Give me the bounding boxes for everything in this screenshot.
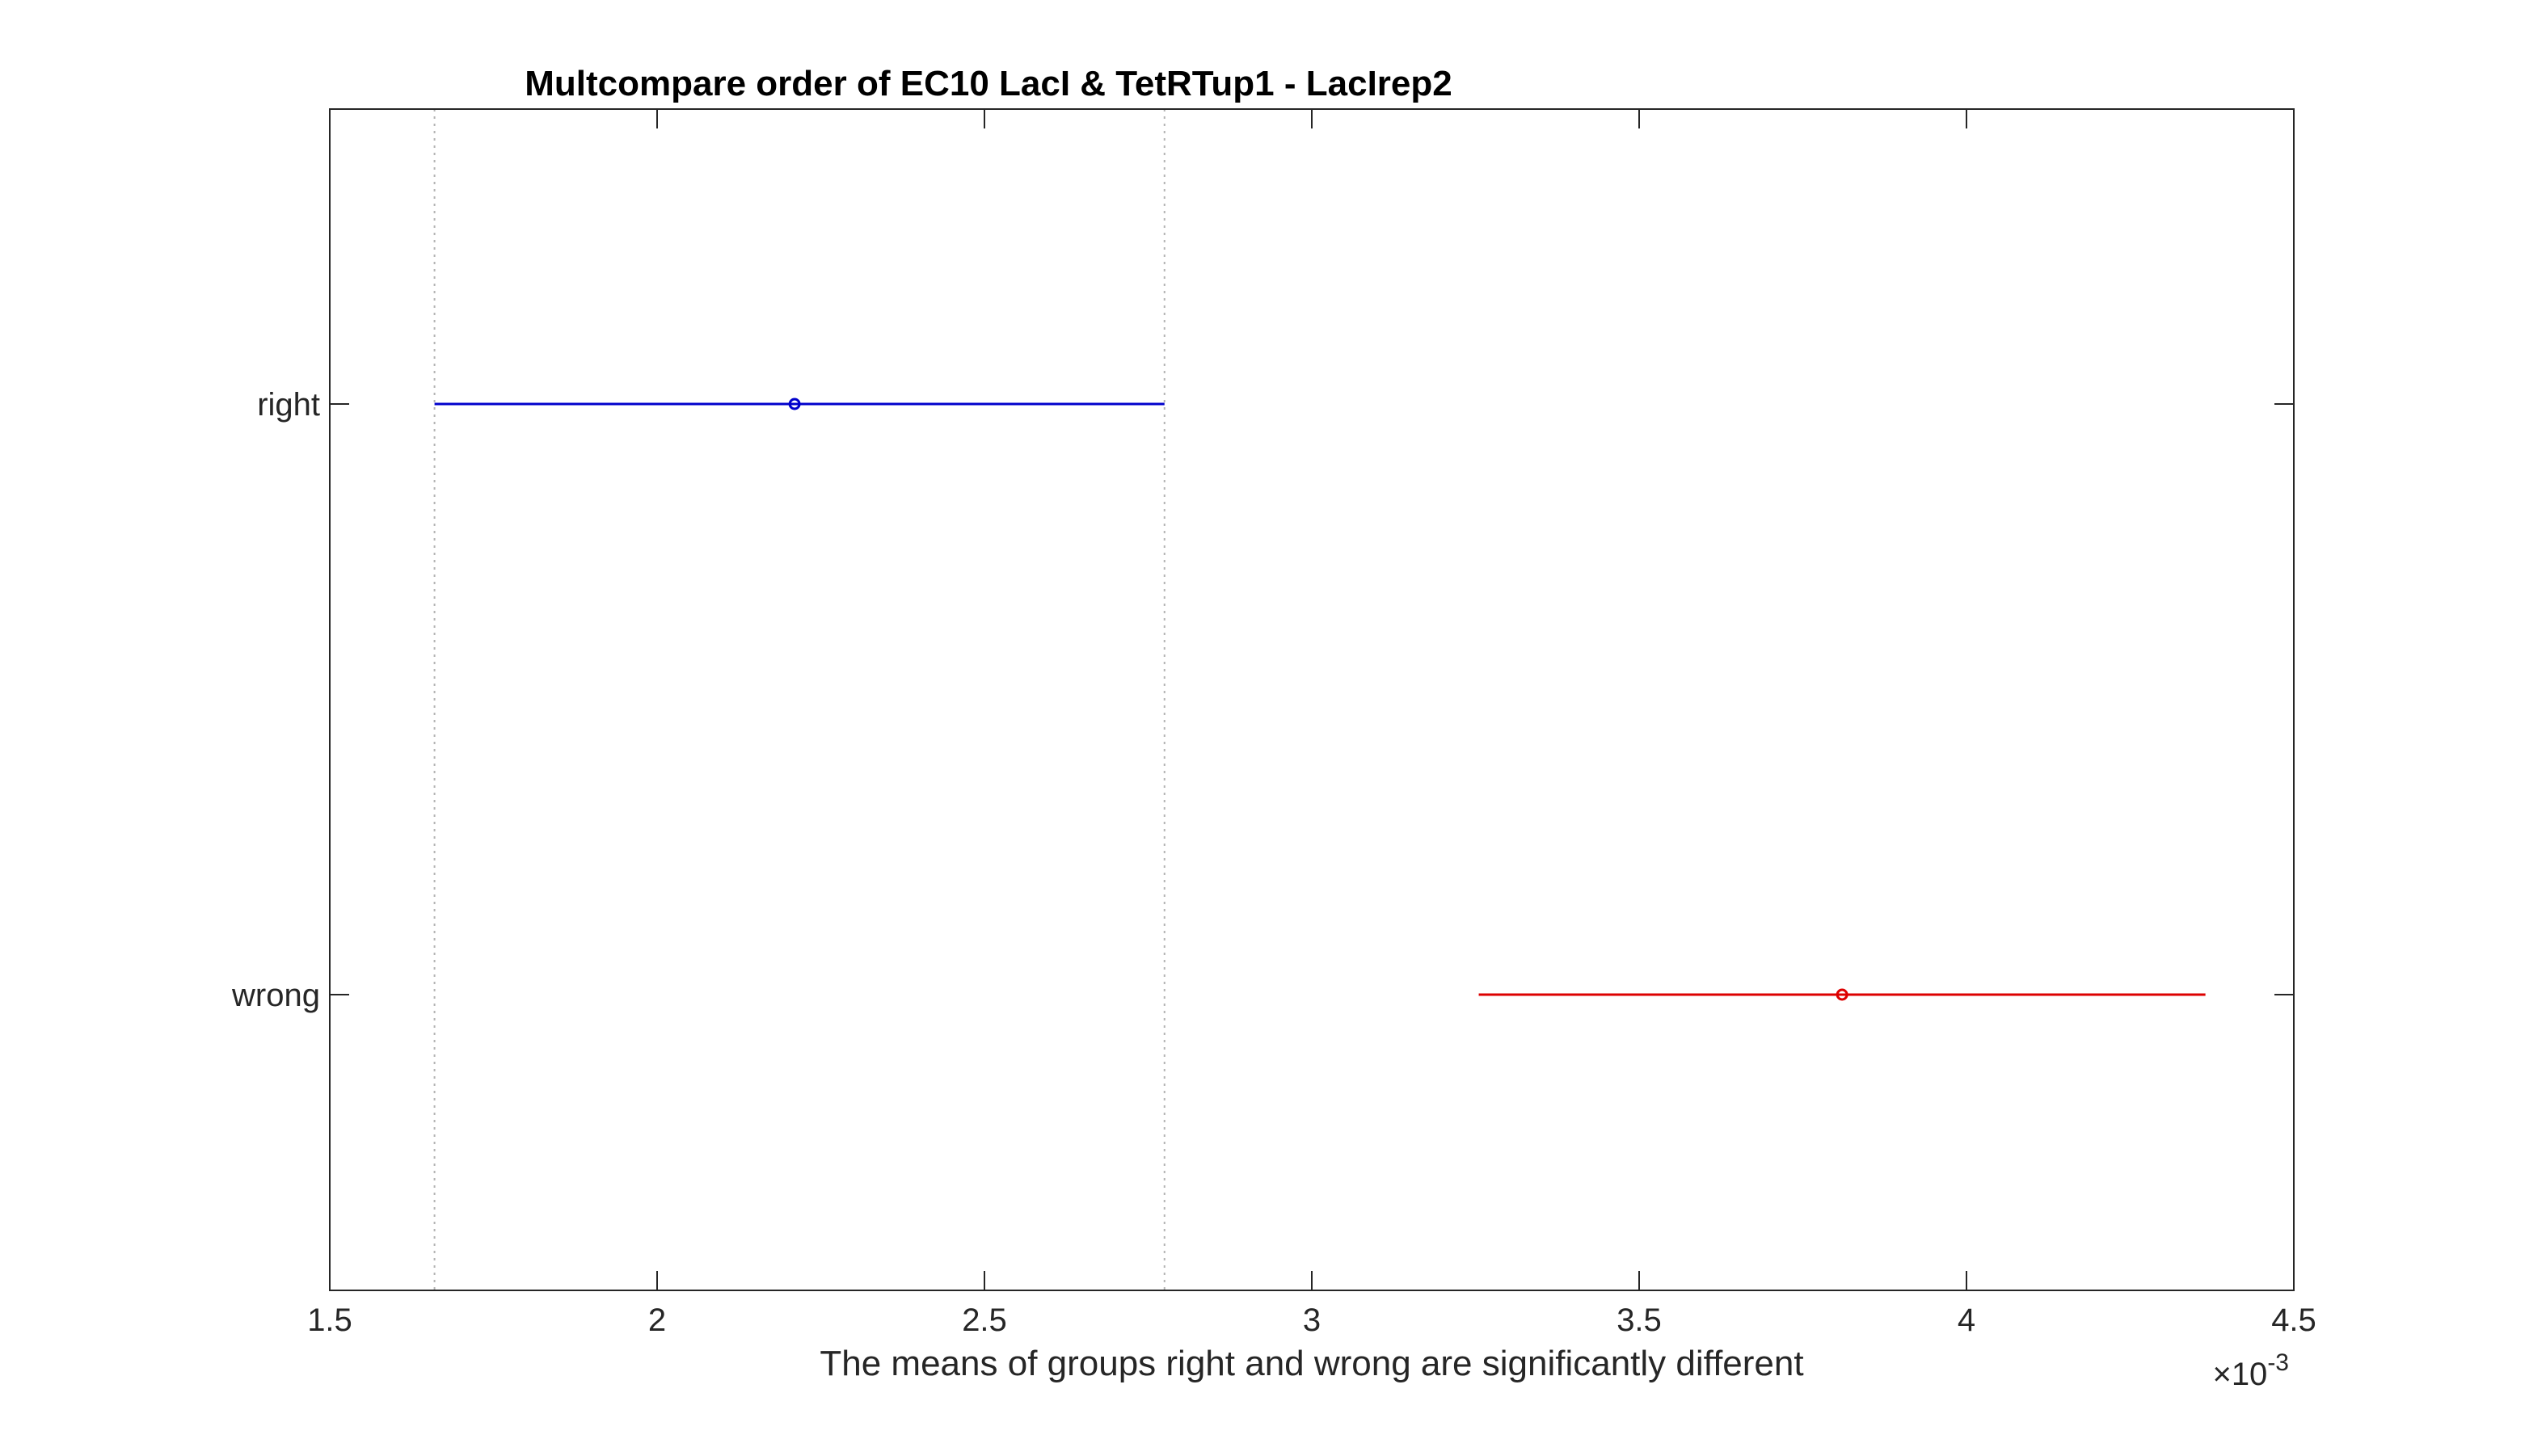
x-tick-label-0: 1.5 xyxy=(307,1302,352,1338)
x-tick-label-2: 2.5 xyxy=(962,1302,1007,1338)
x-tick-label-3: 3 xyxy=(1303,1302,1321,1338)
x-tick-label-1: 2 xyxy=(648,1302,666,1338)
y-tick-label-right: right xyxy=(257,387,320,423)
x-tick-label-5: 4 xyxy=(1958,1302,1975,1338)
x-multiplier-exponent: -3 xyxy=(2267,1349,2289,1376)
group-intervals xyxy=(434,398,2206,1001)
x-multiplier-base: ×10 xyxy=(2212,1357,2267,1392)
plot-area-box xyxy=(329,108,2295,1291)
x-tick-label-4: 3.5 xyxy=(1617,1302,1662,1338)
reference-lines xyxy=(433,109,1166,1290)
y-axis: right wrong xyxy=(231,387,2294,1013)
x-tick-label-6: 4.5 xyxy=(2271,1302,2316,1338)
mean-marker-right xyxy=(788,398,801,410)
x-axis-label: The means of groups right and wrong are … xyxy=(820,1344,1803,1383)
x-axis-multiplier: ×10-3 xyxy=(2212,1349,2289,1392)
y-tick-label-wrong: wrong xyxy=(231,978,320,1013)
chart-title: Multcompare order of EC10 LacI & TetRTup… xyxy=(525,64,1452,103)
mean-marker-wrong xyxy=(1836,988,1848,1001)
x-axis: 1.5 2 2.5 3 3.5 4 4.5 xyxy=(307,109,2316,1338)
